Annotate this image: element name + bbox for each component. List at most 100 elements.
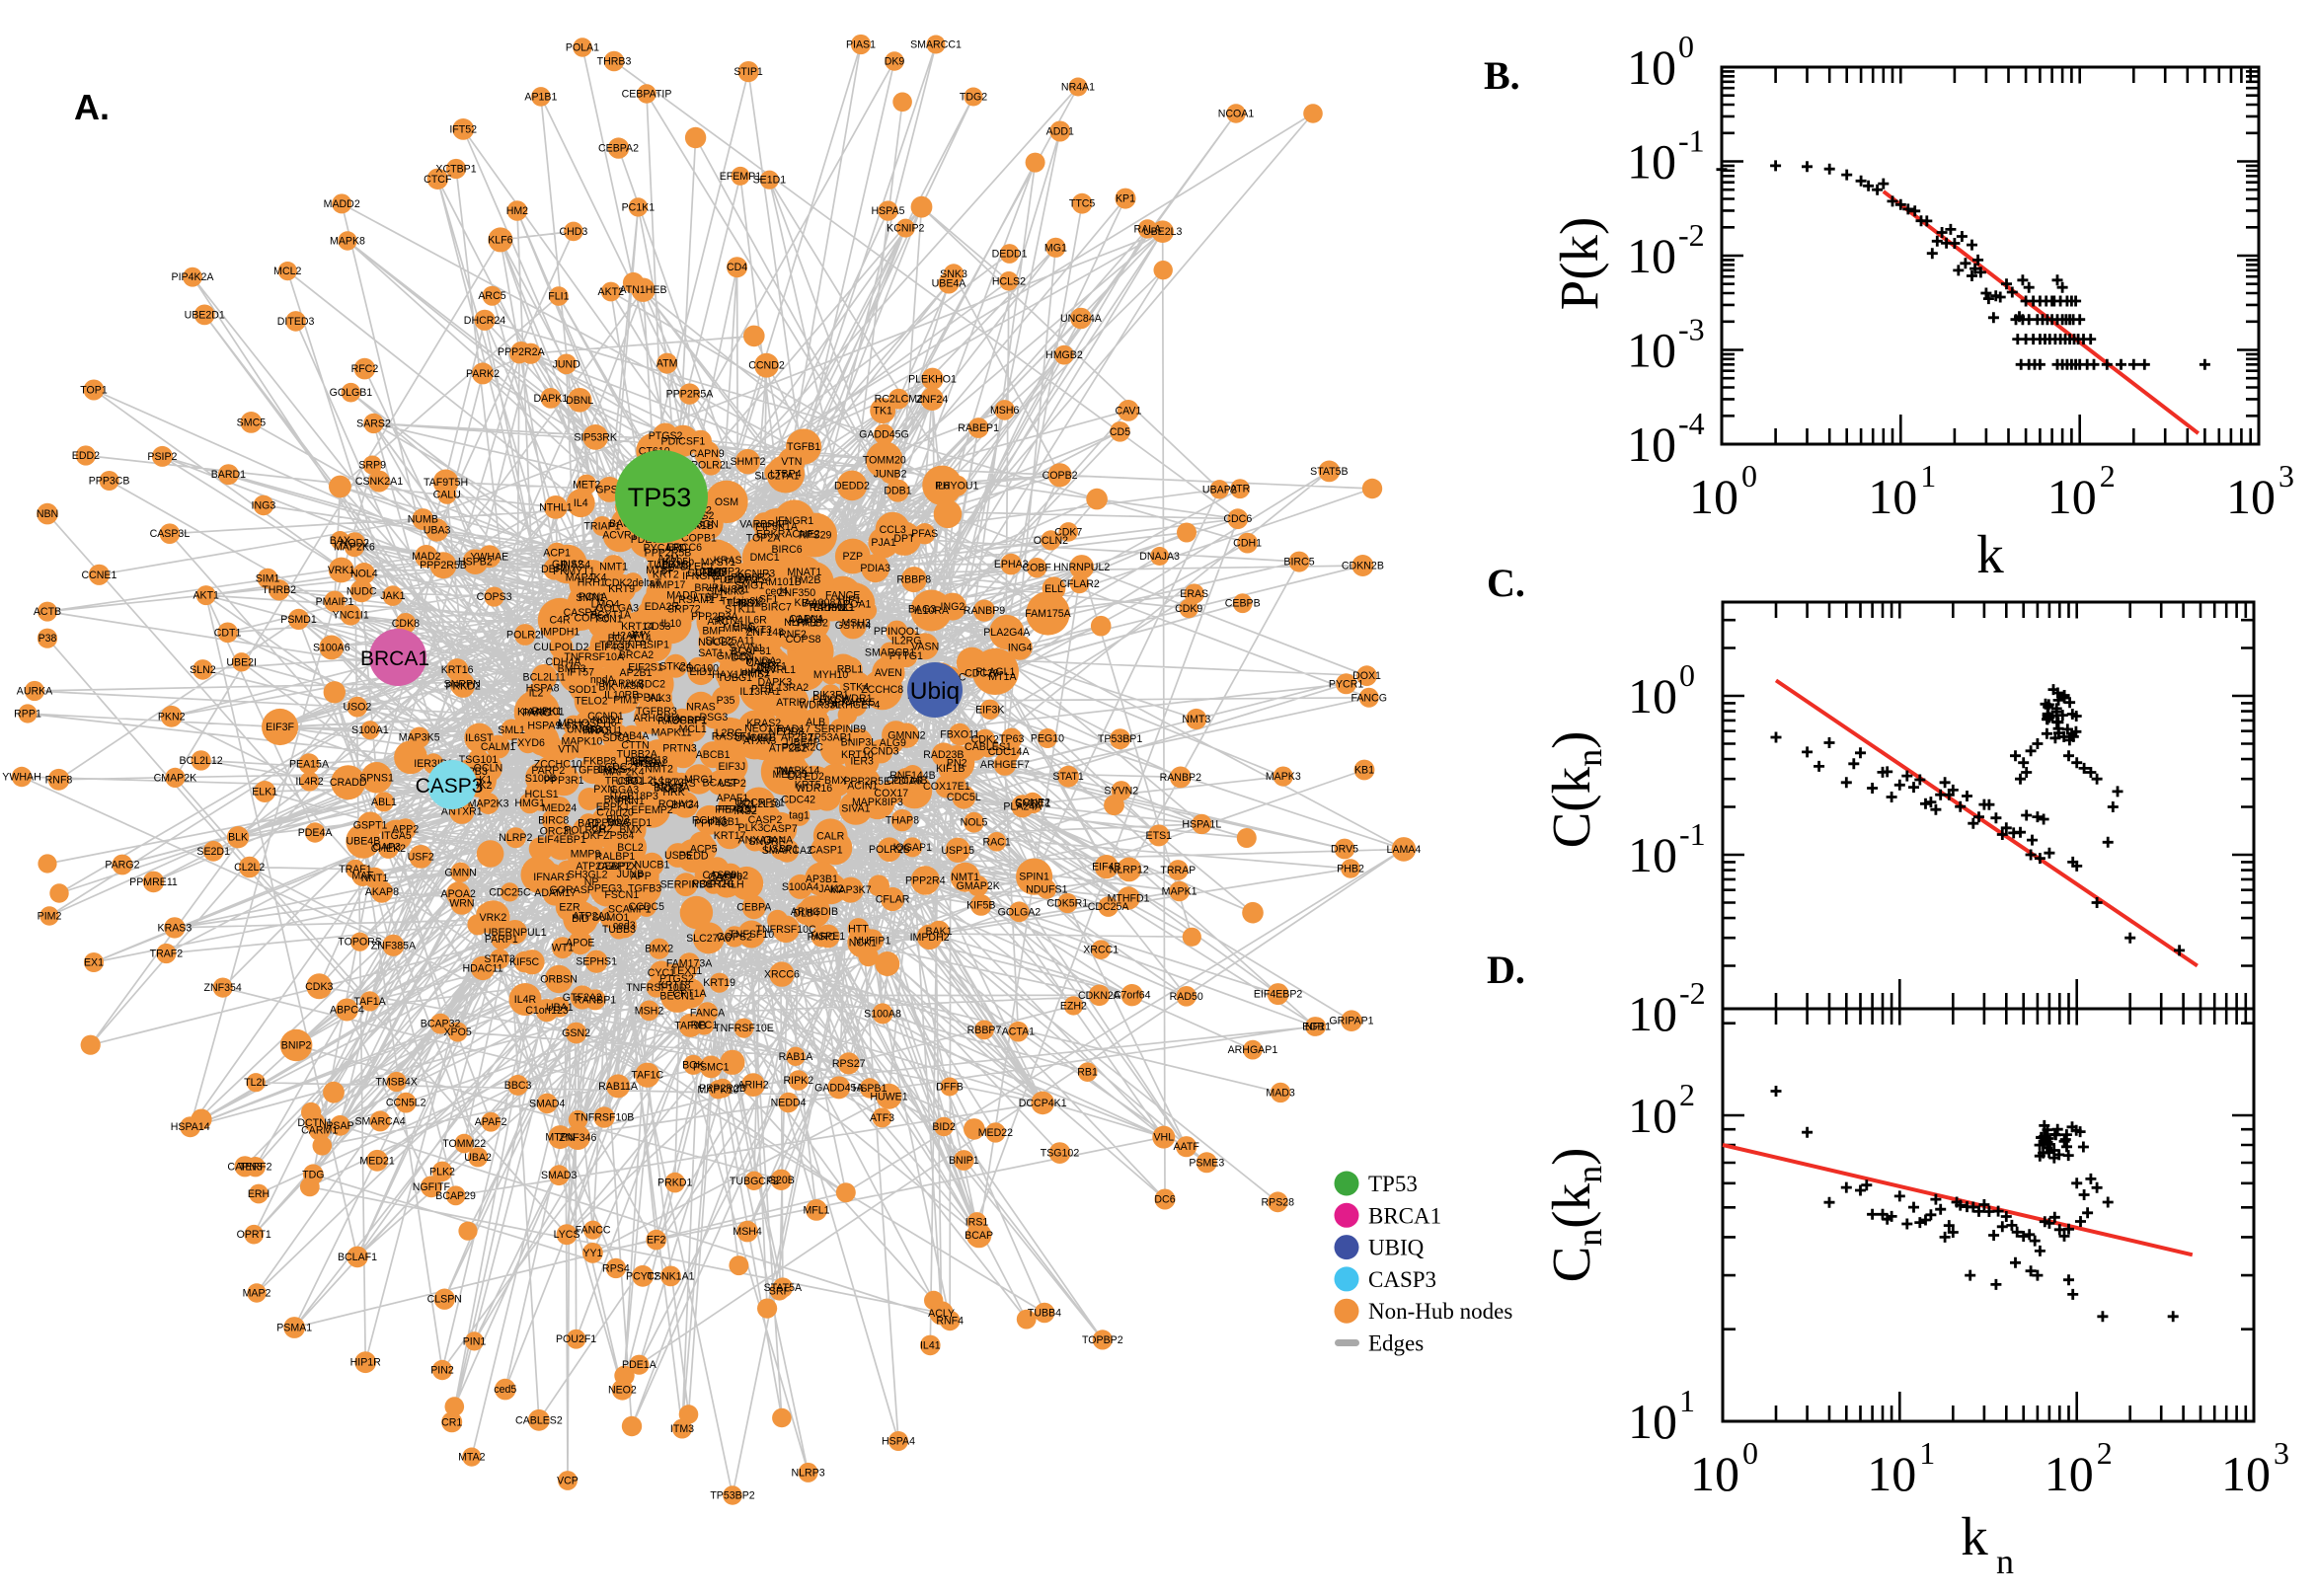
- svg-text:TAF9B: TAF9B: [674, 1020, 706, 1031]
- svg-text:ATM: ATM: [656, 358, 678, 370]
- svg-text:USO1: USO1: [616, 776, 645, 788]
- svg-text:10: 10: [1628, 827, 1677, 882]
- svg-text:KB1: KB1: [1354, 765, 1374, 777]
- svg-text:BARD1: BARD1: [211, 469, 246, 481]
- svg-text:SERPINB9: SERPINB9: [814, 723, 867, 735]
- svg-text:TNFRSF10D: TNFRSF10D: [626, 982, 687, 994]
- svg-text:DSG3: DSG3: [699, 712, 728, 723]
- svg-text:ACTB: ACTB: [34, 606, 61, 618]
- svg-text:DFFA: DFFA: [630, 756, 657, 768]
- svg-text:ITGB18P3: ITGB18P3: [609, 791, 658, 802]
- svg-text:MET: MET: [752, 732, 775, 744]
- svg-text:XCTBP1: XCTBP1: [435, 164, 476, 176]
- svg-text:EPPK1: EPPK1: [596, 801, 630, 813]
- svg-text:EGR1: EGR1: [1302, 1022, 1331, 1033]
- svg-text:TNFSF10: TNFSF10: [729, 929, 774, 941]
- svg-text:DC6: DC6: [1154, 1194, 1175, 1206]
- svg-text:CDK2deltaT: CDK2deltaT: [604, 577, 661, 589]
- svg-text:PKN2: PKN2: [158, 711, 186, 722]
- svg-text:DK9: DK9: [885, 56, 905, 68]
- svg-text:POLR2H: POLR2H: [564, 824, 605, 836]
- svg-text:S100A1: S100A1: [351, 724, 389, 736]
- svg-text:PARC: PARC: [808, 931, 836, 943]
- svg-text:CEBPA2: CEBPA2: [598, 143, 639, 155]
- svg-text:EFEMP2: EFEMP2: [631, 804, 672, 816]
- svg-text:MMP3: MMP3: [723, 623, 753, 635]
- svg-text:GGA3: GGA3: [610, 784, 640, 796]
- svg-text:HSPA5: HSPA5: [872, 205, 905, 217]
- svg-text:IL6ST2: IL6ST2: [557, 721, 590, 732]
- svg-text:A.: A.: [74, 87, 110, 127]
- svg-text:CRADD: CRADD: [330, 777, 367, 789]
- svg-text:RASSF1: RASSF1: [712, 730, 752, 742]
- svg-text:DCN: DCN: [732, 652, 754, 664]
- svg-text:CABLES2: CABLES2: [515, 1414, 563, 1426]
- svg-text:NP: NP: [584, 876, 599, 888]
- svg-text:-2: -2: [1679, 975, 1706, 1011]
- svg-text:UBA2: UBA2: [464, 1152, 492, 1164]
- svg-text:-2: -2: [1678, 217, 1705, 253]
- svg-text:CDH1: CDH1: [1233, 538, 1262, 550]
- svg-text:CDK5R1: CDK5R1: [1046, 898, 1088, 910]
- svg-text:PDIA3: PDIA3: [860, 563, 890, 574]
- svg-text:STAT1: STAT1: [1052, 771, 1084, 783]
- svg-text:IL2: IL2: [529, 688, 544, 700]
- svg-text:IL6ST: IL6ST: [465, 732, 494, 744]
- svg-text:TP53AP1: TP53AP1: [808, 732, 852, 744]
- svg-text:SRF: SRF: [769, 1285, 791, 1297]
- svg-text:CR1: CR1: [441, 1416, 462, 1428]
- svg-text:SDC2: SDC2: [638, 679, 665, 691]
- svg-text:CDK2: CDK2: [971, 734, 999, 746]
- svg-text:CDKN2A: CDKN2A: [1078, 990, 1121, 1002]
- svg-text:CASP9: CASP9: [703, 870, 737, 881]
- svg-text:POLR2I: POLR2I: [506, 630, 544, 642]
- svg-text:NMT1: NMT1: [599, 562, 628, 573]
- svg-text:VARBRAP: VARBRAP: [739, 519, 789, 531]
- svg-text:CASP3: CASP3: [416, 775, 484, 798]
- svg-text:IL10RA: IL10RA: [914, 605, 950, 617]
- svg-text:10: 10: [2045, 1446, 2094, 1501]
- svg-text:10: 10: [2226, 469, 2276, 524]
- svg-text:COPS8: COPS8: [786, 634, 821, 646]
- svg-text:MTBP: MTBP: [646, 565, 674, 576]
- svg-text:Edges: Edges: [1368, 1331, 1424, 1356]
- svg-text:MNAT1: MNAT1: [787, 567, 821, 578]
- svg-text:10: 10: [1628, 1088, 1677, 1143]
- svg-text:APAF1: APAF1: [717, 793, 749, 804]
- svg-text:SMG1: SMG1: [734, 579, 764, 591]
- svg-text:G20B: G20B: [768, 1175, 795, 1186]
- svg-text:PIM1: PIM1: [613, 694, 638, 706]
- svg-text:VCP: VCP: [557, 1476, 579, 1487]
- svg-text:10: 10: [1689, 469, 1738, 524]
- svg-text:CAPN3: CAPN3: [227, 1161, 262, 1173]
- svg-text:BRKRA: BRKRA: [654, 783, 690, 795]
- svg-text:PKMYT1: PKMYT1: [553, 566, 594, 577]
- svg-text:C7orf64: C7orf64: [1114, 990, 1151, 1002]
- svg-text:PLEC1: PLEC1: [625, 756, 658, 768]
- svg-text:ZCCHC8: ZCCHC8: [861, 684, 903, 696]
- svg-text:LRSAM1: LRSAM1: [672, 594, 714, 606]
- svg-text:D.: D.: [1487, 948, 1525, 992]
- svg-text:ATF3: ATF3: [870, 1112, 894, 1124]
- svg-text:UBIQ: UBIQ: [1368, 1236, 1425, 1260]
- svg-text:JUNB2: JUNB2: [874, 469, 907, 481]
- svg-text:SLN2: SLN2: [190, 664, 216, 676]
- svg-text:RAD17: RAD17: [777, 723, 811, 735]
- svg-text:IRS1: IRS1: [965, 1216, 989, 1228]
- svg-text:ATR: ATR: [1230, 484, 1251, 495]
- svg-text:10: 10: [1868, 469, 1917, 524]
- svg-text:ALG9: ALG9: [880, 737, 906, 749]
- svg-text:PLEKHO1: PLEKHO1: [908, 373, 957, 385]
- svg-text:SMARCA2: SMARCA2: [762, 845, 812, 857]
- svg-text:BCL2: BCL2: [617, 842, 644, 854]
- svg-text:ZCCHC10: ZCCHC10: [534, 759, 582, 771]
- svg-text:CR2: CR2: [591, 823, 612, 835]
- svg-text:-1: -1: [1678, 123, 1705, 159]
- svg-text:10: 10: [1690, 1446, 1739, 1501]
- svg-text:PIAS4: PIAS4: [561, 560, 590, 571]
- svg-text:JMY: JMY: [630, 630, 651, 642]
- svg-text:SOD1: SOD1: [569, 684, 597, 696]
- svg-text:SPNS1: SPNS1: [359, 772, 394, 784]
- svg-text:RIPK2: RIPK2: [783, 1075, 813, 1087]
- svg-text:ACP5: ACP5: [690, 844, 718, 856]
